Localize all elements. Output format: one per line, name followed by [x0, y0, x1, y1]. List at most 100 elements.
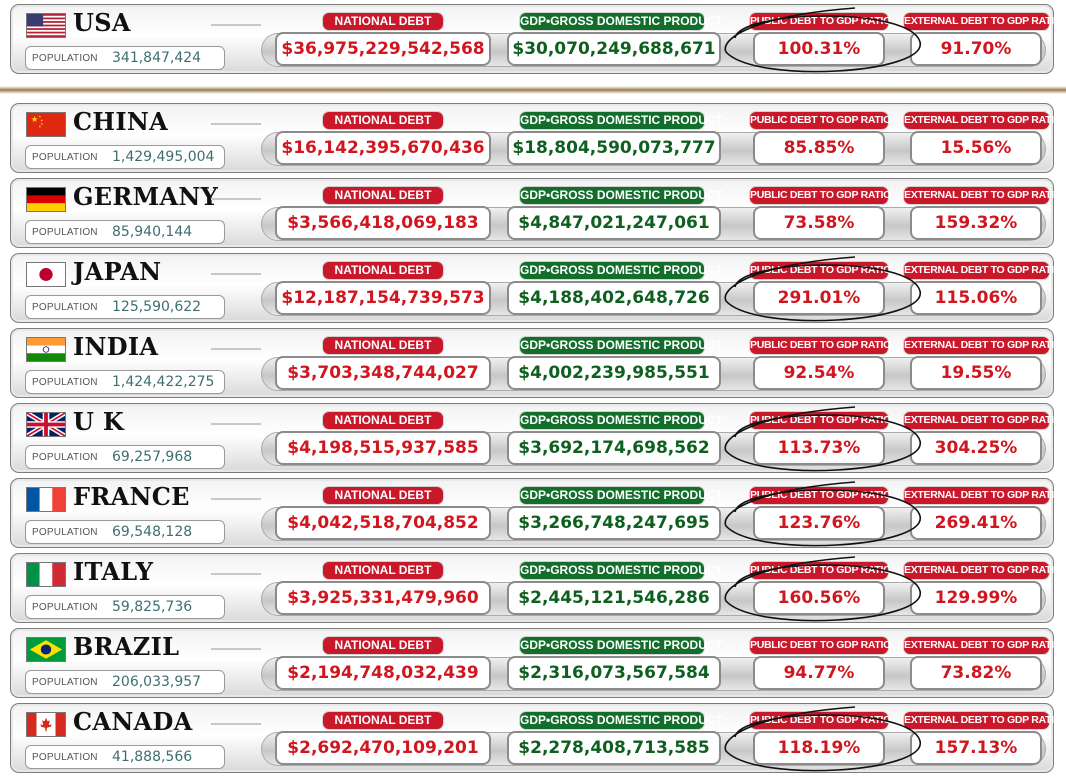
gdp-label: GDP•GROSS DOMESTIC PRODUCT: [520, 187, 723, 204]
canada-flag-icon: [26, 712, 66, 737]
national-debt-label: NATIONAL DEBT: [323, 562, 443, 579]
population-value: 59,825,736: [112, 599, 193, 615]
population-box: POPULATION 341,847,424: [25, 46, 225, 70]
public-debt-ratio-label: PUBLIC DEBT TO GDP RATIO: [750, 262, 891, 279]
country-name: FRANCE: [73, 482, 190, 511]
country-name: CHINA: [73, 107, 169, 136]
gdp-label: GDP•GROSS DOMESTIC PRODUCT: [520, 337, 723, 354]
national-debt-label: NATIONAL DEBT: [323, 187, 443, 204]
name-rule: [211, 24, 261, 26]
external-debt-ratio-value: 129.99%: [910, 581, 1042, 615]
gdp-value: $2,316,073,567,584: [507, 656, 721, 690]
germany-flag-icon: [26, 187, 66, 212]
name-rule: [211, 648, 261, 650]
external-debt-ratio-value: 159.32%: [910, 206, 1042, 240]
public-debt-ratio-value: 123.76%: [753, 506, 885, 540]
national-debt-value: $2,692,470,109,201: [275, 731, 491, 765]
population-box: POPULATION 69,548,128: [25, 520, 225, 544]
gdp-label: GDP•GROSS DOMESTIC PRODUCT: [520, 262, 723, 279]
japan-flag-icon: [26, 262, 66, 287]
brazil-flag-icon: [26, 637, 66, 662]
national-debt-value: $4,042,518,704,852: [275, 506, 491, 540]
external-debt-ratio-label: EXTERNAL DEBT TO GDP RATIO: [904, 637, 1062, 654]
population-box: POPULATION 85,940,144: [25, 220, 225, 244]
name-rule: [211, 198, 261, 200]
country-row-japan: JAPAN POPULATION 125,590,622 $12,187,154,73…: [10, 253, 1062, 323]
population-box: POPULATION 41,888,566: [25, 745, 225, 769]
public-debt-ratio-label: PUBLIC DEBT TO GDP RATIO: [750, 637, 891, 654]
italy-flag-icon: [26, 562, 66, 587]
external-debt-ratio-label: EXTERNAL DEBT TO GDP RATIO: [904, 712, 1062, 729]
country-row-usa: USA POPULATION 341,847,424 $36,975,229,542,…: [10, 4, 1062, 74]
svg-text:★: ★: [31, 114, 39, 124]
population-value: 69,548,128: [112, 524, 193, 540]
national-debt-value: $2,194,748,032,439: [275, 656, 491, 690]
national-debt-value: $3,925,331,479,960: [275, 581, 491, 615]
population-value: 1,424,422,275: [112, 374, 215, 390]
population-label: POPULATION: [32, 302, 98, 313]
country-name: USA: [73, 8, 131, 37]
name-rule: [211, 348, 261, 350]
population-label: POPULATION: [32, 677, 98, 688]
external-debt-ratio-value: 91.70%: [910, 32, 1042, 66]
population-value: 206,033,957: [112, 674, 202, 690]
national-debt-value: $16,142,395,670,436: [275, 131, 491, 165]
external-debt-ratio-value: 115.06%: [910, 281, 1042, 315]
gdp-value: $18,804,590,073,777: [507, 131, 721, 165]
national-debt-label: NATIONAL DEBT: [323, 112, 443, 129]
public-debt-ratio-label: PUBLIC DEBT TO GDP RATIO: [750, 412, 891, 429]
population-label: POPULATION: [32, 602, 98, 613]
external-debt-ratio-label: EXTERNAL DEBT TO GDP RATIO: [904, 487, 1062, 504]
public-debt-ratio-label: PUBLIC DEBT TO GDP RATIO: [750, 337, 891, 354]
public-debt-ratio-label: PUBLIC DEBT TO GDP RATIO: [750, 487, 891, 504]
name-rule: [211, 273, 261, 275]
gdp-value: $4,188,402,648,726: [507, 281, 721, 315]
india-flag-icon: [26, 337, 66, 362]
public-debt-ratio-label: PUBLIC DEBT TO GDP RATIO: [750, 13, 891, 30]
national-debt-label: NATIONAL DEBT: [323, 712, 443, 729]
public-debt-ratio-label: PUBLIC DEBT TO GDP RATIO: [750, 712, 891, 729]
gdp-value: $2,445,121,546,286: [507, 581, 721, 615]
population-label: POPULATION: [32, 527, 98, 538]
population-box: POPULATION 1,429,495,004: [25, 145, 225, 169]
country-name: ITALY: [73, 557, 154, 586]
national-debt-value: $36,975,229,542,568: [275, 32, 491, 66]
country-name: CANADA: [73, 707, 193, 736]
population-box: POPULATION 1,424,422,275: [25, 370, 225, 394]
population-label: POPULATION: [32, 152, 98, 163]
national-debt-label: NATIONAL DEBT: [323, 13, 443, 30]
population-box: POPULATION 206,033,957: [25, 670, 225, 694]
national-debt-value: $4,198,515,937,585: [275, 431, 491, 465]
public-debt-ratio-value: 118.19%: [753, 731, 885, 765]
national-debt-label: NATIONAL DEBT: [323, 637, 443, 654]
public-debt-ratio-label: PUBLIC DEBT TO GDP RATIO: [750, 112, 891, 129]
gdp-label: GDP•GROSS DOMESTIC PRODUCT: [520, 712, 723, 729]
gdp-label: GDP•GROSS DOMESTIC PRODUCT: [520, 112, 723, 129]
population-box: POPULATION 59,825,736: [25, 595, 225, 619]
gdp-label: GDP•GROSS DOMESTIC PRODUCT: [520, 487, 723, 504]
country-name: U K: [73, 407, 125, 436]
public-debt-ratio-label: PUBLIC DEBT TO GDP RATIO: [750, 187, 891, 204]
external-debt-ratio-value: 304.25%: [910, 431, 1042, 465]
population-label: POPULATION: [32, 452, 98, 463]
name-rule: [211, 573, 261, 575]
country-name: JAPAN: [73, 257, 162, 286]
population-value: 69,257,968: [112, 449, 193, 465]
name-rule: [211, 723, 261, 725]
population-label: POPULATION: [32, 53, 98, 64]
population-value: 125,590,622: [112, 299, 202, 315]
public-debt-ratio-value: 113.73%: [753, 431, 885, 465]
external-debt-ratio-label: EXTERNAL DEBT TO GDP RATIO: [904, 187, 1062, 204]
country-row-france: FRANCE POPULATION 69,548,128 $4,042,518,704…: [10, 478, 1062, 548]
public-debt-ratio-value: 94.77%: [753, 656, 885, 690]
external-debt-ratio-label: EXTERNAL DEBT TO GDP RATIO: [904, 13, 1062, 30]
gdp-value: $4,847,021,247,061: [507, 206, 721, 240]
public-debt-ratio-value: 92.54%: [753, 356, 885, 390]
external-debt-ratio-value: 269.41%: [910, 506, 1042, 540]
country-name: INDIA: [73, 332, 159, 361]
gdp-label: GDP•GROSS DOMESTIC PRODUCT: [520, 562, 723, 579]
country-row-canada: CANADA POPULATION 41,888,566 $2,692,470,109…: [10, 703, 1062, 773]
gdp-label: GDP•GROSS DOMESTIC PRODUCT: [520, 412, 723, 429]
national-debt-value: $3,703,348,744,027: [275, 356, 491, 390]
